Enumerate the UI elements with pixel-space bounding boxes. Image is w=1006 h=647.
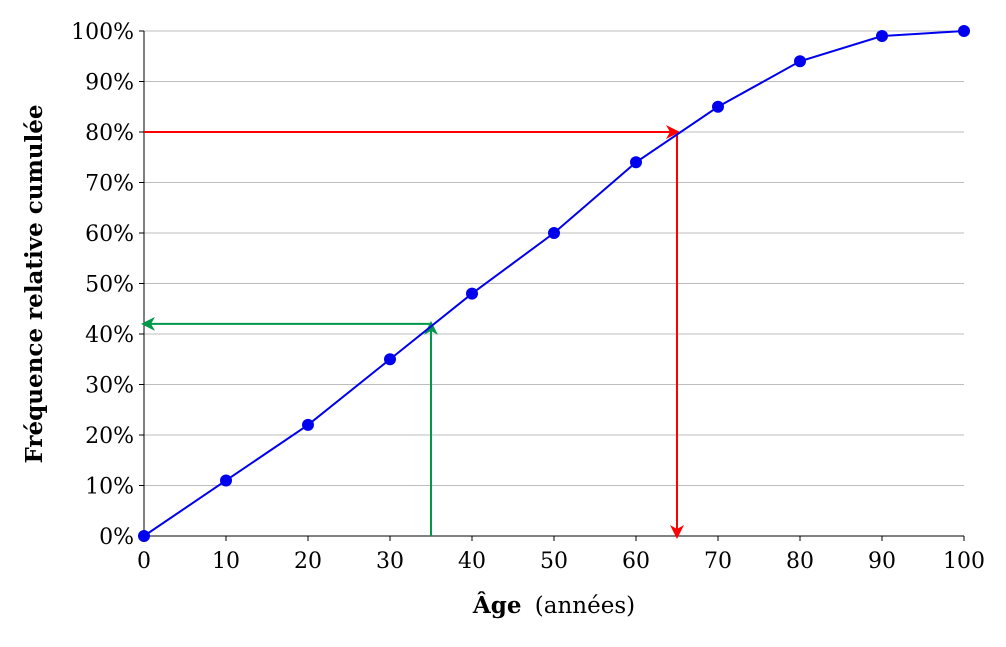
- x-axis-title: Âge (années): [472, 592, 635, 619]
- data-series: [138, 25, 970, 542]
- x-tick-label: 50: [540, 549, 568, 574]
- data-point: [548, 227, 560, 239]
- x-tick-label: 60: [622, 549, 650, 574]
- x-tick-label: 40: [458, 549, 486, 574]
- x-tick-label: 30: [376, 549, 404, 574]
- x-tick-label: 90: [868, 549, 896, 574]
- x-tick-label: 10: [212, 549, 240, 574]
- y-tick-label: 80%: [85, 121, 134, 146]
- y-tick-label: 70%: [85, 172, 134, 197]
- data-point: [466, 287, 478, 300]
- x-axis-title-main: Âge: [472, 592, 522, 619]
- y-tick-label: 100%: [71, 20, 134, 45]
- x-tick-label: 80: [786, 549, 814, 574]
- y-tick-label: 20%: [85, 424, 134, 449]
- y-tick-label: 10%: [85, 475, 134, 500]
- data-point: [794, 55, 806, 68]
- data-point: [220, 474, 232, 487]
- y-tick-label: 30%: [85, 374, 134, 399]
- y-tick-label: 90%: [85, 71, 134, 96]
- x-tick-label: 70: [704, 549, 732, 574]
- y-tick-label: 40%: [85, 323, 134, 348]
- tick-labels: 0% 10% 20% 30% 40% 50% 60% 70% 80% 90% 100% 0 10 20 30…: [71, 20, 985, 574]
- y-tick-label: 60%: [85, 222, 134, 247]
- data-point: [712, 100, 724, 113]
- data-point: [384, 353, 396, 366]
- data-point: [302, 418, 314, 431]
- x-tick-label: 100: [943, 549, 985, 574]
- axes: [139, 30, 965, 541]
- y-axis-title: Fréquence relative cumulée: [21, 104, 48, 463]
- y-tick-label: 0%: [99, 525, 134, 550]
- data-point: [958, 25, 970, 37]
- gridlines: [144, 30, 964, 486]
- data-point: [876, 30, 888, 43]
- y-tick-label: 50%: [85, 273, 134, 298]
- x-axis-title-sub: (années): [535, 593, 635, 619]
- x-tick-label: 20: [294, 549, 322, 574]
- data-point: [138, 530, 150, 542]
- reading-arrows: [141, 125, 684, 539]
- x-tick-label: 0: [137, 549, 151, 574]
- data-point: [630, 156, 642, 169]
